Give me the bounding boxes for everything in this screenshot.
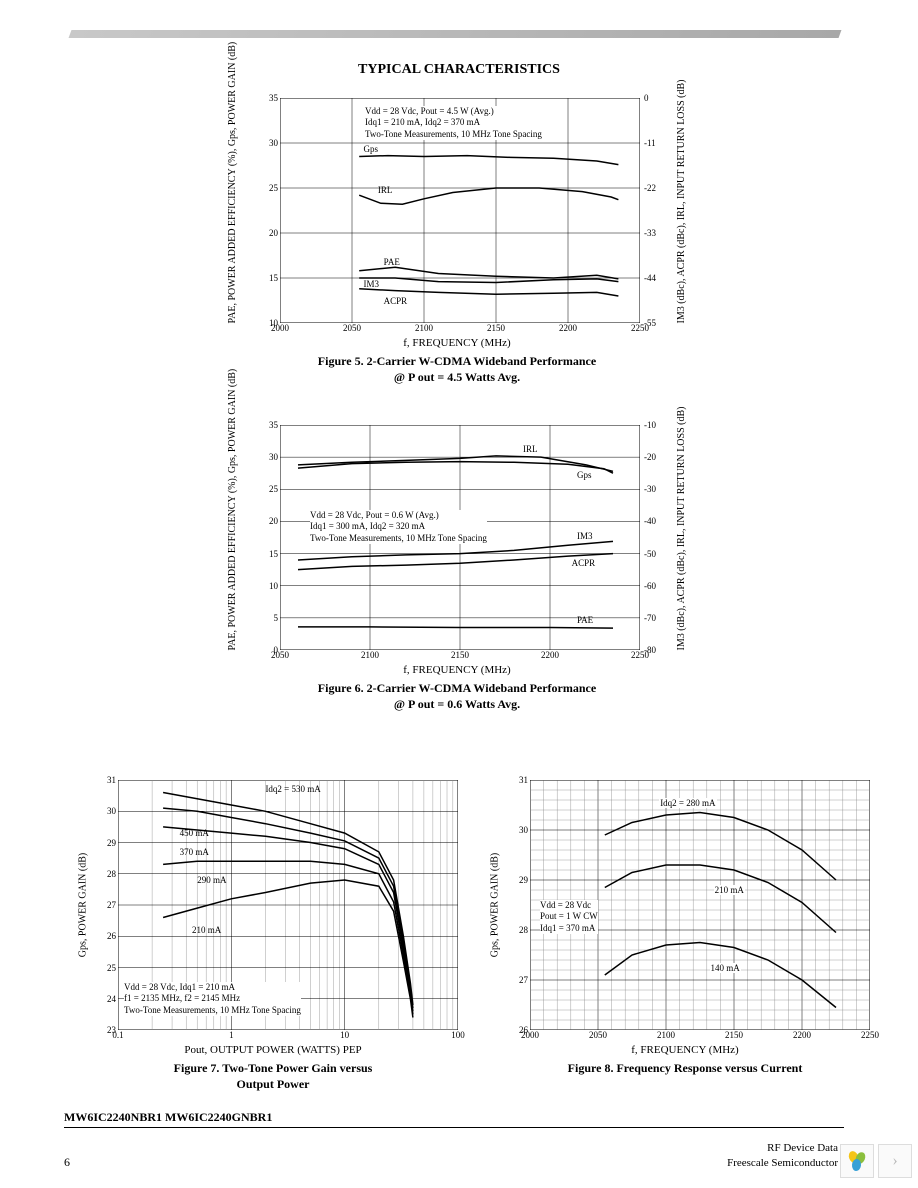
fig6-y-right-label: IM3 (dBc), ACPR (dBc), IRL, INPUT RETURN… [676,425,687,650]
fig5-x-label: f, FREQUENCY (MHz) [232,337,682,349]
fig5-caption: Figure 5. 2-Carrier W-CDMA Wideband Perf… [232,353,682,385]
part-numbers: MW6IC2240NBR1 MW6IC2240GNBR1 [64,1110,844,1128]
fig8-x-label: f, FREQUENCY (MHz) [490,1044,880,1056]
figure-7: Gps, POWER GAIN (dB) Idq2 = 530 mA450 mA… [78,780,468,1092]
figure-6: PAE, POWER ADDED EFFICIENCY (%), Gps, PO… [232,425,682,712]
fig8-caption: Figure 8. Frequency Response versus Curr… [490,1060,880,1076]
header-divider [69,30,842,38]
fig7-caption: Figure 7. Two-Tone Power Gain versusOutp… [78,1060,468,1092]
fig8-y-label: Gps, POWER GAIN (dB) [490,780,501,1030]
logo-icon [840,1144,874,1178]
fig6-caption: Figure 6. 2-Carrier W-CDMA Wideband Perf… [232,680,682,712]
fig5-y-left-label: PAE, POWER ADDED EFFICIENCY (%), Gps, PO… [227,98,238,323]
nav-widget: › [840,1144,912,1178]
fig7-x-label: Pout, OUTPUT POWER (WATTS) PEP [78,1044,468,1056]
fig7-y-label: Gps, POWER GAIN (dB) [78,780,89,1030]
fig6-y-left-label: PAE, POWER ADDED EFFICIENCY (%), Gps, PO… [227,425,238,650]
fig5-y-right-label: IM3 (dBc), ACPR (dBc), IRL, INPUT RETURN… [676,98,687,323]
next-page-button[interactable]: › [878,1144,912,1178]
figure-8: Gps, POWER GAIN (dB) Idq2 = 280 mA210 mA… [490,780,880,1076]
section-title: TYPICAL CHARACTERISTICS [0,62,918,78]
page-number: 6 [64,1155,70,1170]
figure-5: PAE, POWER ADDED EFFICIENCY (%), Gps, PO… [232,98,682,385]
footer-right: RF Device Data Freescale Semiconductor [727,1141,838,1170]
fig6-x-label: f, FREQUENCY (MHz) [232,664,682,676]
